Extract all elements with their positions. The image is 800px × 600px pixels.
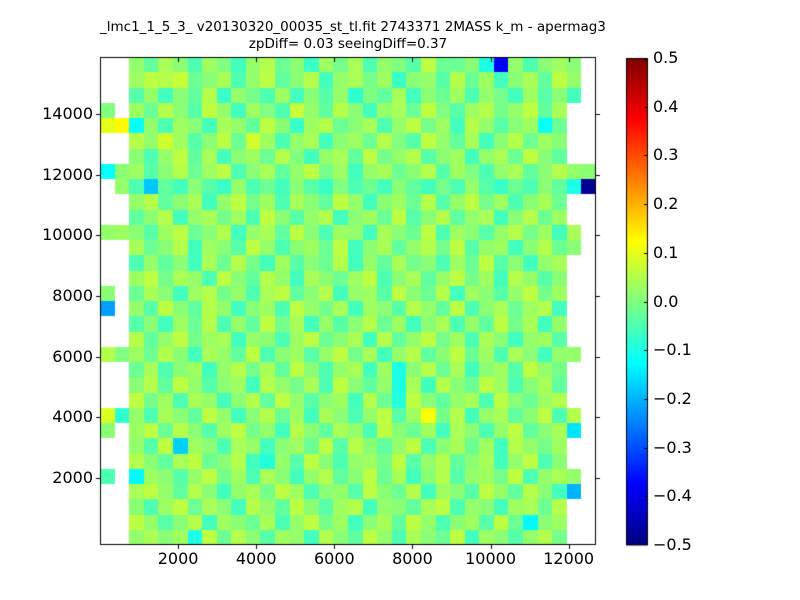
colorbar-tick-label: 0.1 <box>653 242 679 262</box>
colorbar-tick-label: −0.4 <box>653 486 692 506</box>
y-tick-label: 12000 <box>42 164 93 184</box>
x-tick-label: 6000 <box>313 549 355 568</box>
plot-subtitle: zpDiff= 0.03 seeingDiff=0.37 <box>248 36 448 52</box>
colorbar-tick-label: −0.2 <box>653 388 692 408</box>
colorbar-tick-label: −0.3 <box>653 437 692 457</box>
y-tick-label: 8000 <box>52 286 93 305</box>
y-tick-label: 10000 <box>42 225 93 245</box>
y-tick-label: 4000 <box>52 407 93 427</box>
x-tick-label: 2000 <box>157 549 199 568</box>
colorbar-tick-label: −0.1 <box>653 340 692 360</box>
colorbar-tick-label: 0.5 <box>653 48 679 67</box>
x-tick-label: 10000 <box>465 549 516 568</box>
colorbar-tick-label: −0.5 <box>653 535 692 554</box>
colorbar-tick-label: 0.0 <box>653 291 679 311</box>
colorbar-tick-label: 0.4 <box>653 96 679 116</box>
plot-title: _lmc1_1_5_3_ v20130320_00035_st_tl.fit 2… <box>100 19 606 35</box>
colorbar-tick-label: 0.2 <box>653 194 679 214</box>
y-tick-label: 14000 <box>42 104 93 124</box>
x-tick-label: 8000 <box>392 549 433 568</box>
x-tick-label: 4000 <box>235 549 277 568</box>
y-tick-label: 6000 <box>52 346 93 366</box>
colorbar-tick-label: 0.3 <box>653 145 679 165</box>
x-tick-label: 12000 <box>543 549 595 568</box>
y-tick-label: 2000 <box>52 467 93 487</box>
